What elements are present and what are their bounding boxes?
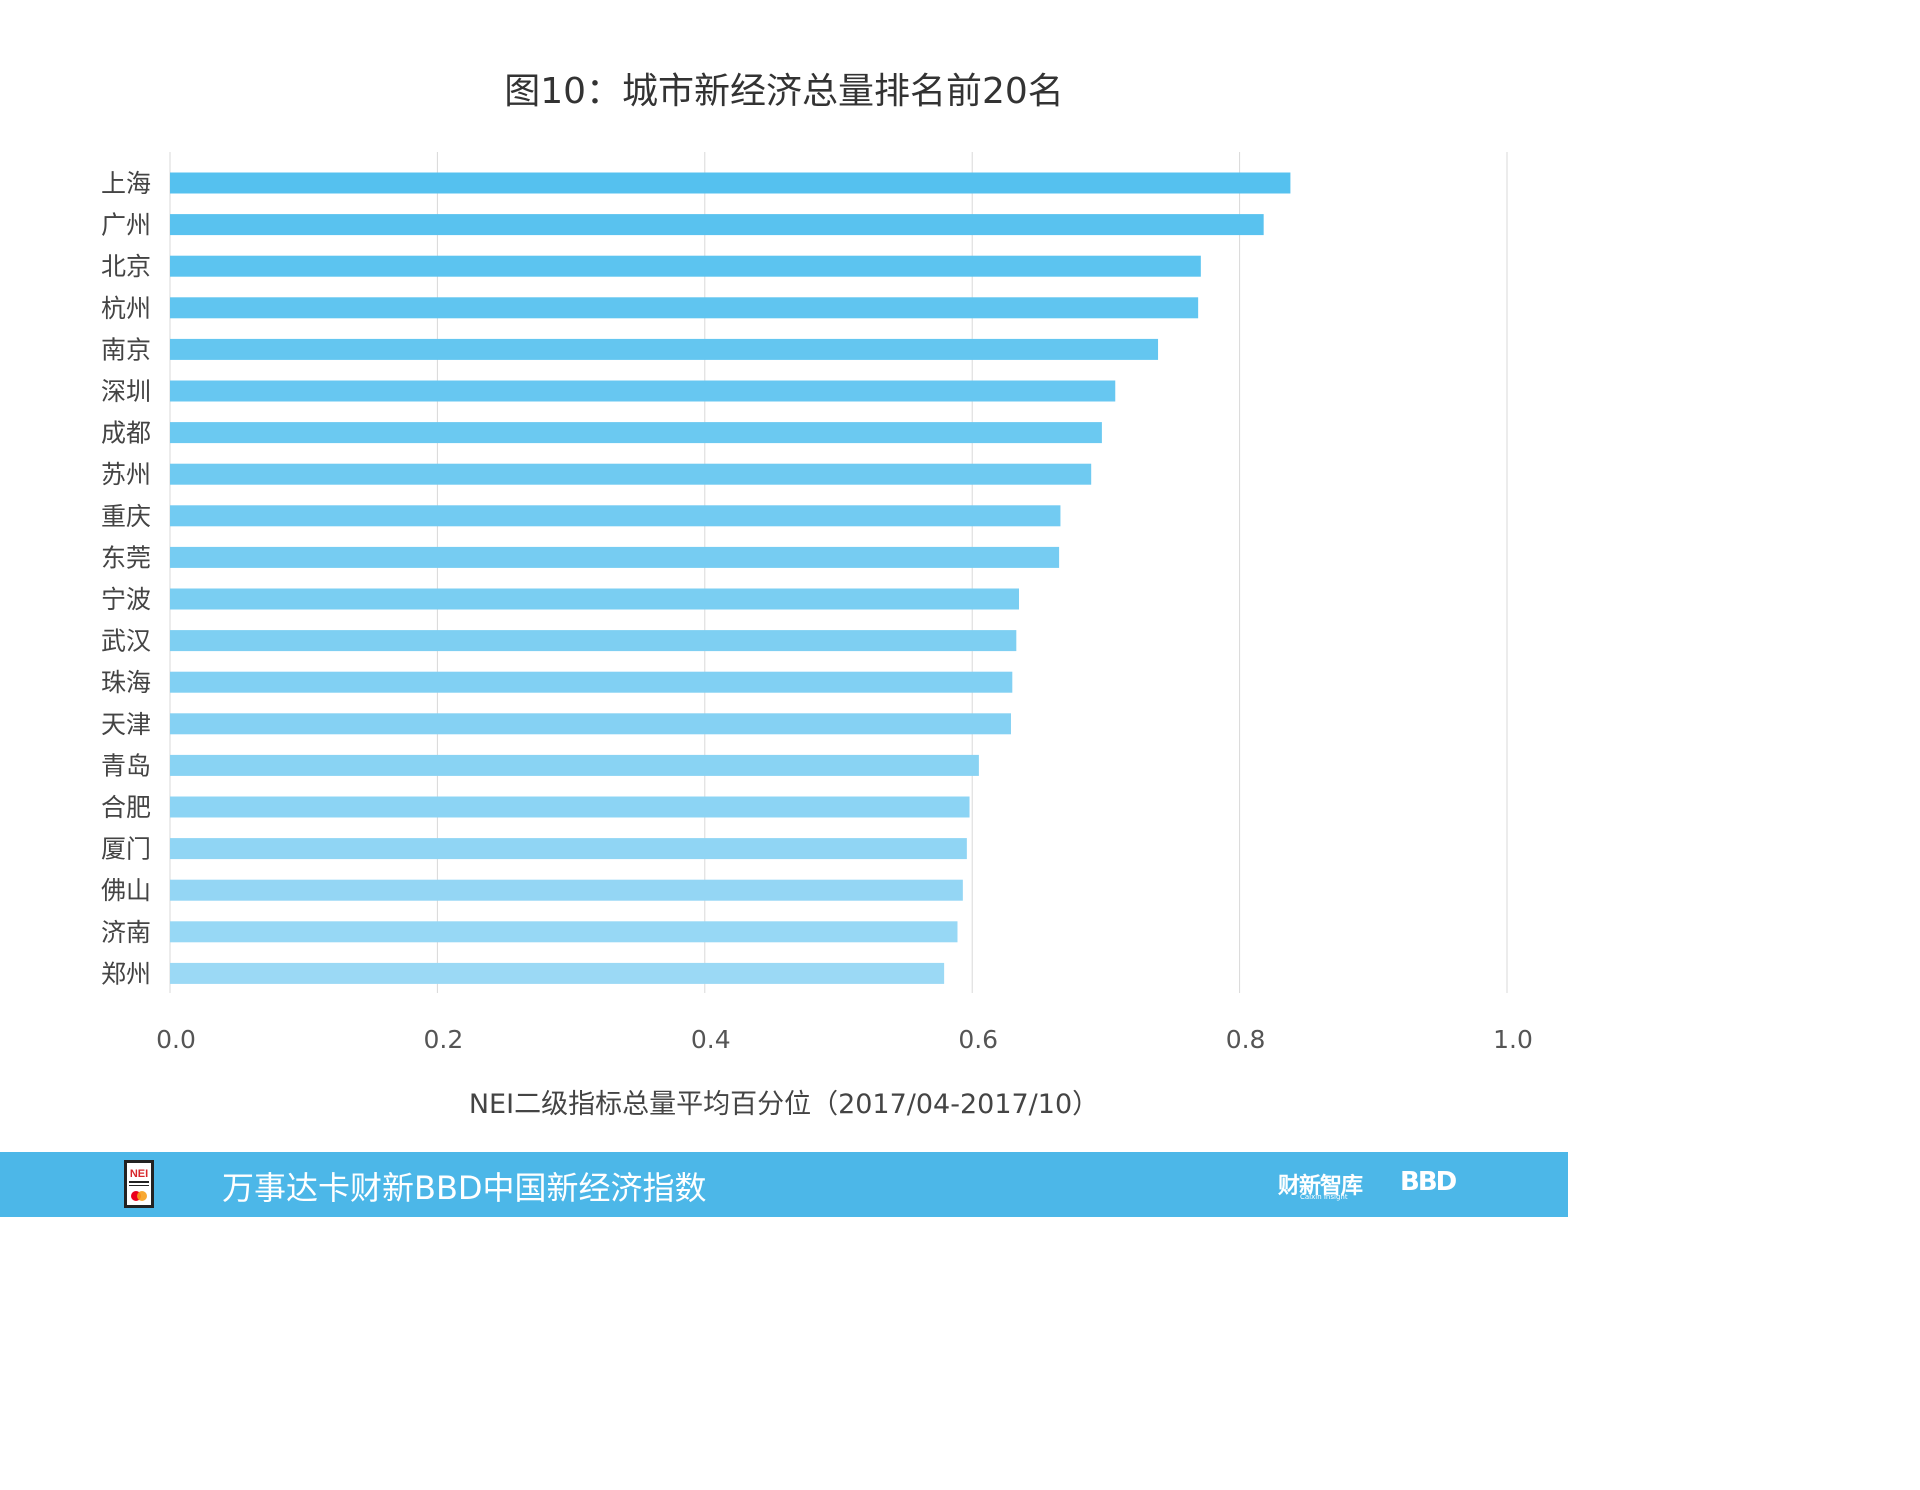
x-tick-label: 1.0 [1493, 1025, 1533, 1054]
bar [170, 380, 1116, 402]
caixin-insight-logo: 财新智库 [1278, 1174, 1363, 1199]
bar [170, 338, 1159, 360]
bar [170, 796, 970, 818]
nei-logo-icon: NEI [124, 1160, 154, 1208]
bar [170, 255, 1201, 277]
category-label: 济南 [101, 918, 151, 947]
x-tick-label: 0.0 [156, 1025, 196, 1054]
category-label: 宁波 [101, 585, 151, 614]
category-label: 上海 [101, 169, 151, 198]
category-label: 广州 [101, 211, 151, 240]
footer-title: 万事达卡财新BBD中国新经济指数 [222, 1169, 707, 1207]
x-tick-label: 0.6 [958, 1025, 998, 1054]
category-label: 北京 [101, 252, 151, 281]
category-label: 郑州 [101, 959, 151, 988]
category-label: 杭州 [101, 294, 151, 323]
svg-text:NEI: NEI [130, 1168, 148, 1180]
gridlines [169, 152, 1508, 993]
caixin-insight-sub: Caixin Insight [1300, 1193, 1348, 1201]
x-tick-label: 0.8 [1226, 1025, 1266, 1054]
bar [170, 921, 958, 943]
bar [170, 214, 1264, 236]
category-label: 青岛 [101, 751, 151, 780]
category-label: 合肥 [101, 793, 151, 822]
x-axis-label: NEI二级指标总量平均百分位（2017/04-2017/10） [468, 1089, 1100, 1120]
category-label: 重庆 [101, 502, 151, 531]
x-tick-label: 0.2 [424, 1025, 464, 1054]
bar [170, 463, 1092, 485]
bar [170, 172, 1291, 194]
bar [170, 713, 1011, 735]
category-label: 成都 [101, 419, 151, 448]
category-label: 武汉 [101, 627, 151, 656]
category-label: 佛山 [101, 876, 151, 905]
bar [170, 879, 963, 901]
category-label: 东莞 [101, 543, 151, 572]
category-label: 苏州 [101, 460, 151, 489]
bbd-logo: BBD [1400, 1167, 1457, 1197]
chart-title: 图10：城市新经济总量排名前20名 [504, 71, 1064, 112]
bars [170, 172, 1291, 984]
category-label: 南京 [101, 335, 151, 364]
bar [170, 838, 967, 860]
category-label: 天津 [101, 710, 151, 739]
category-label: 厦门 [101, 835, 151, 864]
bar [170, 546, 1060, 568]
bar-chart: 上海广州北京杭州南京深圳成都苏州重庆东莞宁波武汉珠海天津青岛合肥厦门佛山济南郑州… [101, 152, 1533, 1054]
bar [170, 754, 979, 776]
x-tick-labels: 0.0 0.2 0.4 0.6 0.8 1.0 [156, 1025, 1533, 1054]
bar [170, 422, 1102, 444]
bar [170, 588, 1019, 610]
bar [170, 297, 1199, 319]
bar [170, 630, 1017, 652]
x-tick-label: 0.4 [691, 1025, 731, 1054]
category-label: 深圳 [101, 377, 151, 406]
bar [170, 671, 1013, 693]
bar [170, 505, 1061, 527]
category-label: 珠海 [101, 668, 151, 697]
footer-banner: NEI 万事达卡财新BBD中国新经济指数 财新智库 Caixin Insight… [0, 1152, 1568, 1217]
bar [170, 962, 945, 984]
